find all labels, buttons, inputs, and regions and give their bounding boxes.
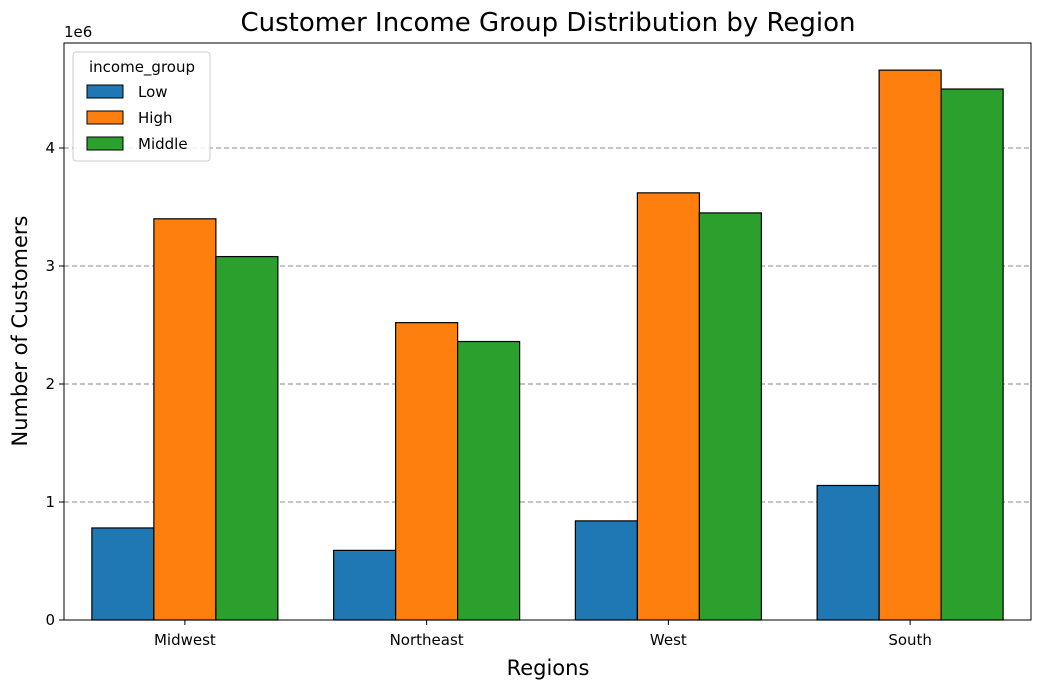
y-axis-ticks: 0 1 2 3 4 xyxy=(45,139,64,629)
legend-swatch-low xyxy=(86,84,124,99)
x-tick-label: Midwest xyxy=(154,631,216,649)
legend-label-middle: Middle xyxy=(138,135,188,153)
bar-low-west xyxy=(574,520,638,621)
x-tick-label: West xyxy=(650,631,687,649)
y-axis-scale-label: 1e6 xyxy=(64,23,92,41)
bar-high-midwest xyxy=(153,218,217,621)
y-axis-label: Number of Customers xyxy=(8,216,32,447)
bar-high-northeast xyxy=(395,322,459,621)
bar-high-south xyxy=(878,69,942,621)
y-tick-label: 4 xyxy=(45,139,55,157)
bars xyxy=(91,69,1004,621)
y-tick-label: 1 xyxy=(45,493,55,511)
y-tick-label: 0 xyxy=(45,611,55,629)
legend-swatch-high xyxy=(86,110,124,125)
bar-middle-midwest xyxy=(215,255,279,621)
bar-high-west xyxy=(636,192,700,621)
x-axis-label: Regions xyxy=(507,656,590,680)
legend-title: income_group xyxy=(89,58,195,77)
legend-label-low: Low xyxy=(138,83,168,101)
bar-low-south xyxy=(816,484,880,621)
legend: income_group Low High Middle xyxy=(72,51,211,162)
y-tick-label: 3 xyxy=(45,257,55,275)
legend-swatch-middle xyxy=(86,136,124,151)
x-tick-label: Northeast xyxy=(390,631,464,649)
bar-middle-south xyxy=(940,88,1004,621)
legend-label-high: High xyxy=(138,109,172,127)
chart-title: Customer Income Group Distribution by Re… xyxy=(240,8,855,38)
legend-box xyxy=(72,51,211,162)
y-tick-label: 2 xyxy=(45,375,55,393)
x-axis-ticks: Midwest Northeast West South xyxy=(154,620,932,649)
bar-low-midwest xyxy=(91,527,155,621)
bar-middle-northeast xyxy=(457,340,521,621)
x-tick-label: South xyxy=(888,631,932,649)
bar-low-northeast xyxy=(333,549,397,621)
plot-area-frame xyxy=(63,42,1032,621)
bar-middle-west xyxy=(698,212,762,621)
